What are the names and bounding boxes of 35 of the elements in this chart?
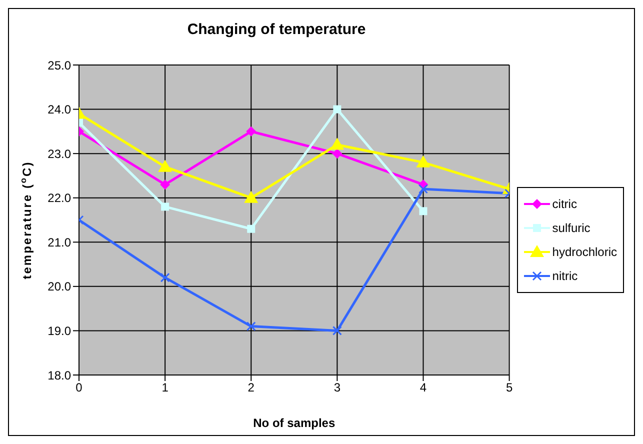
y-tick-label: 20.0: [48, 280, 72, 294]
y-tick-label: 24.0: [48, 102, 72, 117]
x-tick-label: 0: [76, 380, 83, 395]
point: [161, 202, 170, 211]
legend-label: nitric: [552, 269, 578, 283]
point: [332, 148, 342, 159]
x-tick-label: 1: [162, 380, 169, 395]
point: [158, 160, 172, 172]
x-axis-title: No of samples: [253, 416, 336, 430]
legend-label: sulfuric: [552, 221, 590, 235]
y-tick-label: 22.0: [48, 191, 72, 206]
point: [330, 138, 344, 150]
point: [247, 224, 256, 233]
point: [416, 155, 430, 168]
x-tick-label: 2: [248, 380, 255, 395]
point: [333, 105, 342, 114]
point: [160, 272, 170, 282]
chart-title: Changing of temperature: [186, 20, 367, 40]
x-tick-label: 4: [420, 380, 427, 395]
legend-label: hydrochloric: [552, 245, 617, 259]
y-tick-label: 18.0: [48, 368, 72, 382]
legend-label: citric: [552, 197, 577, 211]
point: [244, 190, 258, 203]
point: [418, 184, 428, 194]
point: [246, 322, 256, 332]
point: [332, 326, 342, 336]
y-tick-label: 19.0: [48, 324, 72, 338]
x-tick-label: 5: [506, 380, 513, 395]
point: [246, 126, 256, 136]
y-tick-label: 21.0: [48, 235, 72, 250]
point: [160, 180, 170, 190]
x-tick-label: 3: [334, 380, 341, 395]
y-tick-label: 23.0: [48, 146, 72, 161]
y-tick-label: 25.0: [48, 58, 72, 72]
point: [419, 207, 428, 216]
